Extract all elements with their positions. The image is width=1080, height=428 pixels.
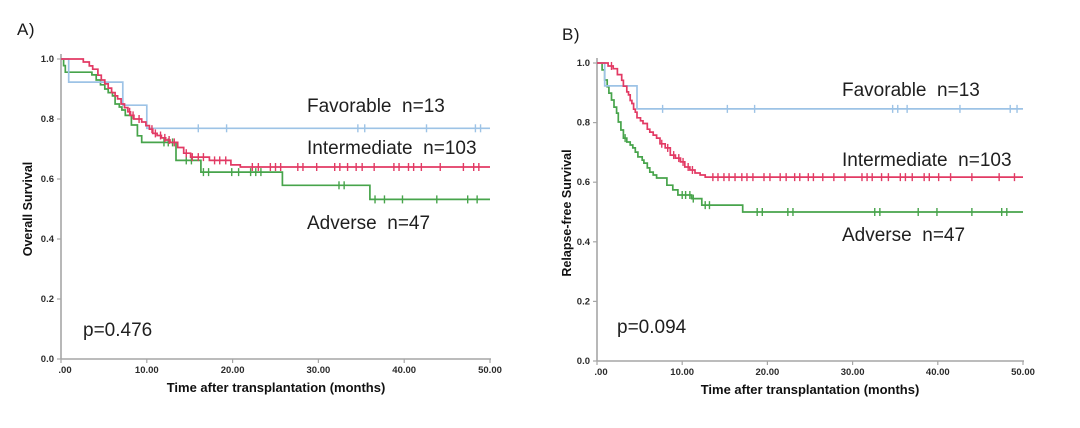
panel-a-label: A) — [17, 20, 35, 39]
legend-label-adverse: Adverse n=47 — [842, 225, 966, 246]
y-tick-label: 0.4 — [577, 237, 591, 248]
x-tick-label: 30.00 — [307, 365, 331, 376]
x-tick-label: 20.00 — [221, 365, 245, 376]
x-tick-label: 10.00 — [670, 367, 694, 378]
legend-label-favorable: Favorable n=13 — [842, 80, 980, 101]
y-tick-label: 0.2 — [577, 296, 590, 307]
legend-label-adverse: Adverse n=47 — [307, 213, 431, 234]
y-tick-label: 0.0 — [41, 354, 54, 365]
x-tick-label: 50.00 — [478, 365, 502, 376]
km-chart-relapse-free-survival: .00 10.00 20.00 30.00 40.00 50.00 0.0 0.2 0.4 0.6… — [577, 58, 1035, 378]
y-tick-label: 0.8 — [41, 114, 54, 125]
y-tick-label: 0.4 — [41, 234, 55, 245]
km-curve-adverse — [597, 62, 1023, 213]
panel-b-label: B) — [562, 25, 580, 44]
y-axis-title-relapse-free-survival: Relapse-free Survival — [560, 149, 574, 277]
y-tick-label: 0.6 — [41, 174, 54, 185]
y-axis-title-overall-survival: Overall Survival — [21, 161, 35, 257]
km-chart-overall-survival: .00 10.00 20.00 30.00 40.00 50.00 0.0 0.2 0.4 0.6… — [41, 54, 502, 376]
legend-label-favorable: Favorable n=13 — [307, 96, 445, 117]
legend-label-intermediate: Intermediate n=103 — [842, 150, 1012, 171]
km-curve-favorable — [61, 58, 490, 130]
y-tick-label: 1.0 — [41, 54, 54, 65]
panel-b: .00 10.00 20.00 30.00 40.00 50.00 0.0 0.2 0.4 0.6… — [540, 0, 1080, 428]
x-axis-title: Time after transplantation (months) — [700, 382, 920, 397]
x-tick-label: 20.00 — [756, 367, 780, 378]
panel-a: .00 10.00 20.00 30.00 40.00 50.00 0.0 0.2 0.4 0.6… — [17, 20, 502, 395]
p-value-annotation: p=0.094 — [617, 317, 687, 338]
x-tick-label: 30.00 — [841, 367, 865, 378]
y-tick-label: 0.6 — [577, 177, 590, 188]
y-tick-label: 0.2 — [41, 294, 54, 305]
x-tick-label: 50.00 — [1011, 367, 1035, 378]
x-tick-label: 10.00 — [135, 365, 159, 376]
legend-label-intermediate: Intermediate n=103 — [307, 138, 477, 159]
x-tick-label: .00 — [58, 365, 71, 376]
km-curve-intermediate — [597, 62, 1023, 178]
x-tick-label: 40.00 — [926, 367, 950, 378]
x-tick-label: .00 — [594, 367, 607, 378]
p-value-annotation: p=0.476 — [83, 320, 153, 341]
km-curve-adverse — [61, 58, 490, 201]
y-tick-label: 0.0 — [577, 356, 590, 367]
x-axis-title: Time after transplantation (months) — [166, 380, 386, 395]
y-tick-label: 1.0 — [577, 58, 590, 69]
km-curve-intermediate — [61, 58, 490, 168]
y-tick-label: 0.8 — [577, 118, 590, 129]
x-tick-label: 40.00 — [392, 365, 416, 376]
